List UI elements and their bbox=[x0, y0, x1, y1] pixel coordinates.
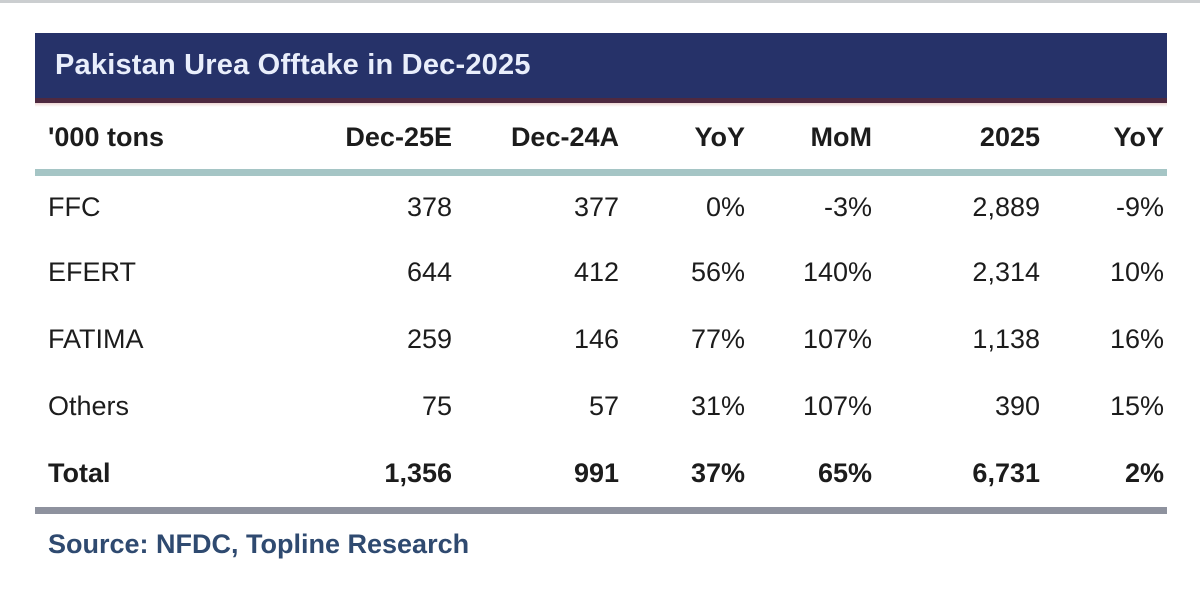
cell-value: 0% bbox=[705, 191, 745, 222]
cell-value: 1,356 bbox=[384, 458, 452, 488]
table-row-others: Others 75 57 31% 107% 390 15% bbox=[35, 373, 1167, 440]
column-header-unit: '000 tons bbox=[35, 107, 305, 176]
cell-value: 6,731 bbox=[972, 458, 1040, 488]
header-row: '000 tons Dec-25E Dec-24A YoY MoM 2025 Y… bbox=[35, 107, 1167, 176]
column-header-mom: MoM bbox=[748, 107, 875, 176]
cell-value: 56% bbox=[690, 257, 745, 287]
cell-value: 37% bbox=[690, 458, 745, 488]
cell-value: -9% bbox=[1115, 191, 1164, 222]
cell-value: 412 bbox=[573, 257, 619, 287]
table-bottom-divider bbox=[35, 507, 1167, 514]
cell-value: 2% bbox=[1124, 458, 1164, 488]
table-row-efert: EFERT 644 412 56% 140% 2,314 10% bbox=[35, 239, 1167, 306]
cell-value: 77% bbox=[690, 324, 745, 354]
table-title: Pakistan Urea Offtake in Dec-2025 bbox=[55, 49, 531, 81]
data-table: '000 tons Dec-25E Dec-24A YoY MoM 2025 Y… bbox=[35, 107, 1167, 507]
cell-value: 107% bbox=[802, 324, 872, 354]
top-border-line bbox=[0, 0, 1200, 3]
cell-value: 146 bbox=[573, 324, 619, 354]
table-row-fatima: FATIMA 259 146 77% 107% 1,138 16% bbox=[35, 306, 1167, 373]
row-label: EFERT bbox=[48, 257, 137, 287]
row-label: Others bbox=[48, 391, 130, 421]
cell-value: -3% bbox=[823, 191, 872, 222]
row-label: Total bbox=[48, 458, 111, 488]
cell-value: 10% bbox=[1109, 257, 1164, 287]
cell-value: 1,138 bbox=[972, 324, 1040, 354]
cell-value: 644 bbox=[406, 257, 452, 287]
table-row-total: Total 1,356 991 37% 65% 6,731 2% bbox=[35, 440, 1167, 507]
cell-value: 259 bbox=[406, 324, 452, 354]
cell-value: 2,889 bbox=[972, 191, 1040, 222]
column-header-yoy-fy: YoY bbox=[1043, 107, 1167, 176]
table-row-ffc: FFC 378 377 0% -3% 2,889 -9% bbox=[35, 172, 1167, 239]
cell-value: 390 bbox=[994, 391, 1040, 421]
column-header-yoy: YoY bbox=[622, 107, 748, 176]
table-title-bar: Pakistan Urea Offtake in Dec-2025 bbox=[35, 33, 1167, 103]
title-bar-accent-strip bbox=[35, 103, 1167, 107]
column-header-dec25e: Dec-25E bbox=[305, 107, 455, 176]
cell-value: 65% bbox=[817, 458, 872, 488]
column-header-dec24a: Dec-24A bbox=[455, 107, 622, 176]
cell-value: 378 bbox=[406, 191, 452, 222]
cell-value: 2,314 bbox=[972, 257, 1040, 287]
cell-value: 16% bbox=[1109, 324, 1164, 354]
urea-offtake-table-card: Pakistan Urea Offtake in Dec-2025 '000 t… bbox=[35, 33, 1167, 560]
row-label: FATIMA bbox=[48, 324, 144, 354]
cell-value: 31% bbox=[690, 391, 745, 421]
cell-value: 15% bbox=[1109, 391, 1164, 421]
cell-value: 57 bbox=[588, 391, 619, 421]
cell-value: 377 bbox=[573, 191, 619, 222]
row-label: FFC bbox=[48, 191, 101, 222]
cell-value: 991 bbox=[573, 458, 619, 488]
cell-value: 107% bbox=[802, 391, 872, 421]
column-header-2025: 2025 bbox=[875, 107, 1043, 176]
source-note: Source: NFDC, Topline Research bbox=[48, 529, 470, 559]
cell-value: 140% bbox=[802, 257, 872, 287]
cell-value: 75 bbox=[421, 391, 452, 421]
